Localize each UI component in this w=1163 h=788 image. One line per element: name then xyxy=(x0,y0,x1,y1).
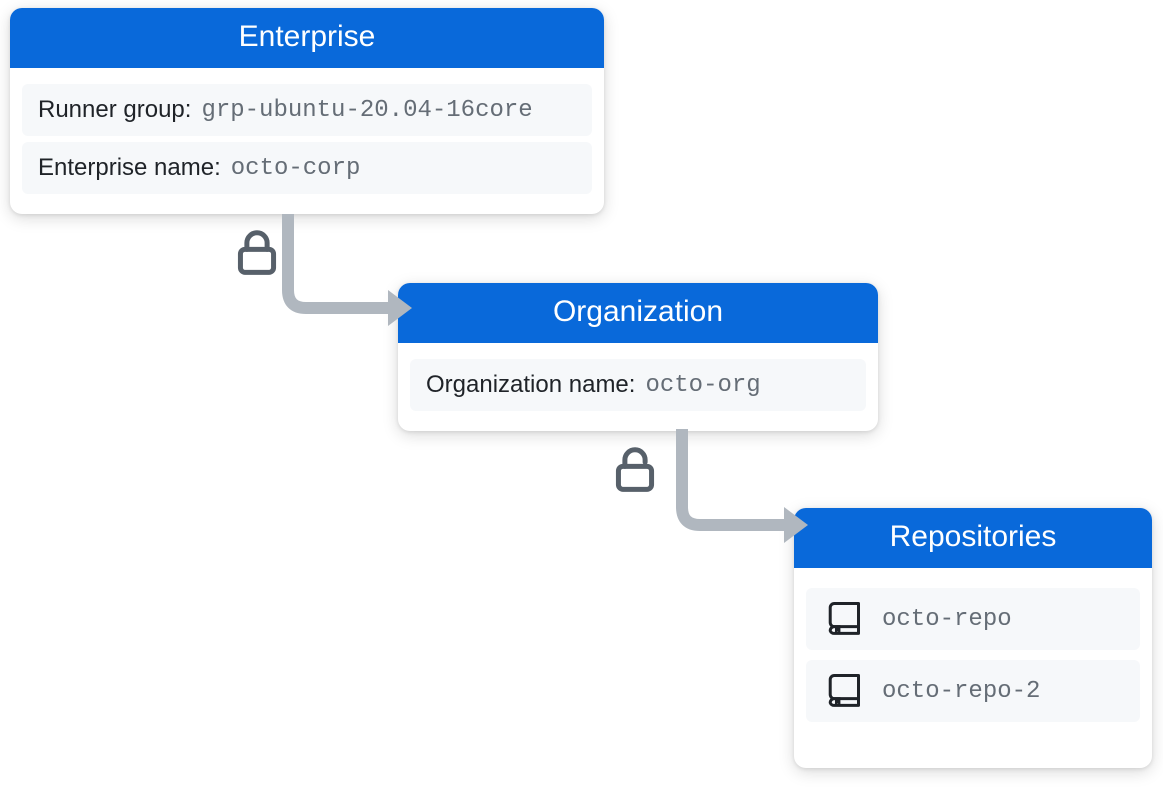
runner-group-row: Runner group: grp-ubuntu-20.04-16core xyxy=(22,84,592,136)
connector-ent-to-org xyxy=(282,214,412,349)
organization-name-value: octo-org xyxy=(645,372,760,399)
organization-body: Organization name: octo-org xyxy=(398,343,878,431)
lock-closed-icon xyxy=(234,230,280,276)
repo-icon xyxy=(826,674,860,708)
organization-name-row: Organization name: octo-org xyxy=(410,359,866,411)
enterprise-name-label: Enterprise name: xyxy=(38,154,221,182)
organization-title: Organization xyxy=(398,283,878,343)
enterprise-title: Enterprise xyxy=(10,8,604,68)
enterprise-body: Runner group: grp-ubuntu-20.04-16core En… xyxy=(10,68,604,214)
organization-card: Organization Organization name: octo-org xyxy=(398,283,878,431)
enterprise-card: Enterprise Runner group: grp-ubuntu-20.0… xyxy=(10,8,604,214)
repositories-card: Repositories octo-repo octo-repo-2 xyxy=(794,508,1152,768)
runner-group-value: grp-ubuntu-20.04-16core xyxy=(201,97,532,124)
repositories-body: octo-repo octo-repo-2 xyxy=(794,568,1152,746)
organization-name-label: Organization name: xyxy=(426,371,635,399)
enterprise-name-value: octo-corp xyxy=(231,155,361,182)
enterprise-name-row: Enterprise name: octo-corp xyxy=(22,142,592,194)
lock-open-icon xyxy=(612,447,658,493)
repo-name: octo-repo-2 xyxy=(882,678,1040,705)
connector-org-to-repo xyxy=(676,429,808,566)
repo-icon xyxy=(826,602,860,636)
repo-name: octo-repo xyxy=(882,606,1012,633)
runner-group-label: Runner group: xyxy=(38,96,191,124)
repositories-title: Repositories xyxy=(794,508,1152,568)
repo-row: octo-repo xyxy=(806,588,1140,650)
repo-row: octo-repo-2 xyxy=(806,660,1140,722)
